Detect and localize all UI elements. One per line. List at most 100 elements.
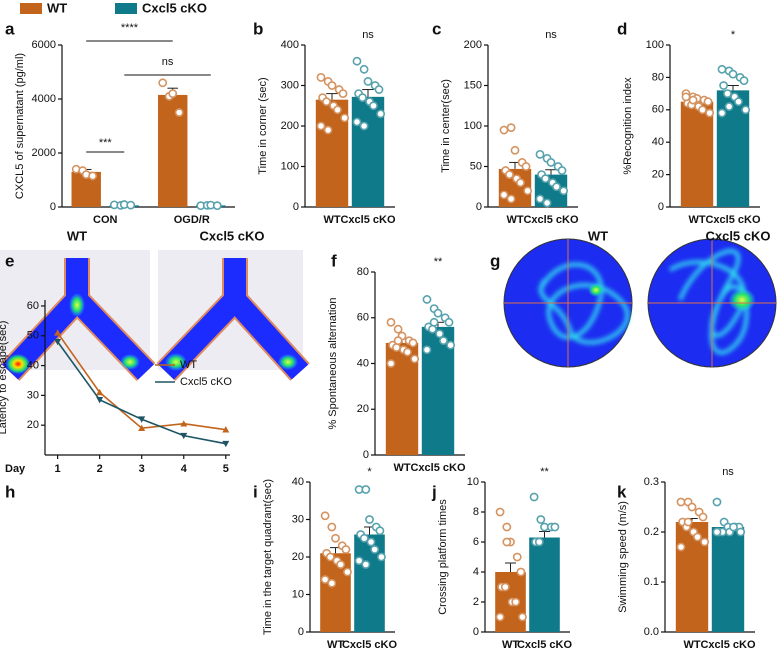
data-point [369, 101, 378, 111]
y-axis-label: Time in the target quadrant(sec) [262, 479, 274, 635]
y-tick-label: 4000 [32, 93, 56, 105]
ymaze-cko [156, 250, 310, 381]
y-tick-label: 0 [298, 626, 304, 638]
data-point [435, 329, 445, 339]
y-tick-label: 60 [27, 300, 39, 312]
image-title: WT [588, 228, 608, 243]
data-point [506, 194, 516, 204]
x-tick-label: Cxcl5 cKO [523, 214, 578, 226]
data-point [693, 532, 702, 542]
x-tick-label: 1 [55, 463, 61, 475]
image-title: WT [67, 228, 87, 243]
data-point [681, 92, 691, 102]
y-tick-label: 80 [357, 266, 369, 278]
y-tick-label: 50 [470, 160, 482, 172]
data-point [370, 545, 380, 554]
data-point [495, 507, 505, 517]
y-axis-label: Time in center(sec) [440, 79, 452, 173]
heat-spot [728, 288, 756, 312]
data-point [698, 512, 708, 522]
y-tick-label: 40 [292, 476, 304, 488]
y-tick-label: 0 [363, 449, 369, 461]
data-point [410, 354, 420, 364]
marker [96, 397, 104, 404]
marker [54, 329, 62, 336]
y-axis-label: % Spontaneous alternation [327, 297, 339, 429]
heat-spot [165, 353, 187, 371]
data-point [739, 76, 749, 86]
marker [96, 388, 104, 396]
panel-label: b [253, 19, 263, 38]
data-point [502, 537, 512, 547]
data-point [523, 186, 533, 196]
heat-spot [69, 293, 85, 317]
y-tick-label: 30 [27, 389, 39, 401]
data-point [340, 113, 350, 123]
data-point [439, 336, 448, 346]
x-tick-label: 2 [97, 463, 103, 475]
data-point [422, 345, 432, 355]
data-point [729, 522, 738, 532]
panel-label: j [431, 482, 437, 501]
x-tick-label: OGD/R [174, 214, 210, 226]
data-point [495, 612, 505, 622]
data-point [446, 340, 456, 350]
data-point [687, 502, 697, 512]
panel-label: a [5, 19, 15, 38]
data-point [363, 77, 373, 86]
bar [320, 553, 351, 632]
data-point [428, 324, 437, 334]
data-point [546, 158, 556, 167]
sig-label: **** [121, 22, 139, 34]
data-point [511, 597, 521, 607]
data-point [358, 93, 367, 103]
y-axis-label: CXCL5 of supernatant (pg/ml) [14, 53, 26, 199]
data-point [158, 78, 168, 88]
x-tick-label: WT [393, 462, 410, 474]
marker [138, 424, 146, 431]
data-point [535, 194, 545, 204]
data-point [723, 89, 732, 98]
y-tick-label: 20 [357, 403, 369, 415]
data-point [728, 69, 738, 79]
y-tick-label: 300 [281, 79, 299, 91]
y-tick-label: 40 [27, 359, 39, 371]
data-point [741, 105, 751, 115]
y-tick-label: 20 [652, 169, 664, 181]
data-point [374, 85, 384, 94]
y-tick-label: 20 [292, 551, 304, 563]
data-point [168, 89, 178, 98]
data-point [359, 64, 369, 74]
data-point [499, 190, 509, 200]
y-tick-label: 200 [281, 120, 299, 132]
panel-label: h [5, 482, 15, 501]
data-point [174, 108, 184, 117]
marker [138, 416, 146, 423]
y-tick-label: 0.2 [644, 526, 659, 538]
x-tick-label: 4 [181, 463, 188, 475]
data-point [386, 359, 396, 368]
bar [354, 534, 385, 632]
bar [529, 537, 560, 632]
y-tick-label: 4 [473, 566, 479, 578]
y-tick-label: 50 [27, 330, 39, 342]
y-tick-label: 60 [357, 312, 369, 324]
x-tick-label: WT [506, 214, 523, 226]
y-tick-label: 10 [292, 588, 304, 600]
y-tick-label: 0 [658, 201, 664, 213]
panel-label: f [331, 251, 337, 270]
data-point [703, 97, 713, 107]
data-point [331, 533, 340, 543]
sig-label: *** [99, 137, 113, 149]
y-axis-label: Time in corner (sec) [257, 77, 269, 174]
data-point [541, 174, 550, 184]
bar [680, 101, 714, 207]
data-point [516, 178, 525, 188]
data-point [736, 527, 746, 537]
x-tick-label: WT [683, 639, 700, 651]
y-axis-label: Swimming speed (m/s) [617, 501, 629, 613]
data-point [320, 575, 330, 584]
data-point [505, 170, 514, 179]
sig-label: ns [362, 29, 374, 41]
data-point [518, 612, 527, 622]
